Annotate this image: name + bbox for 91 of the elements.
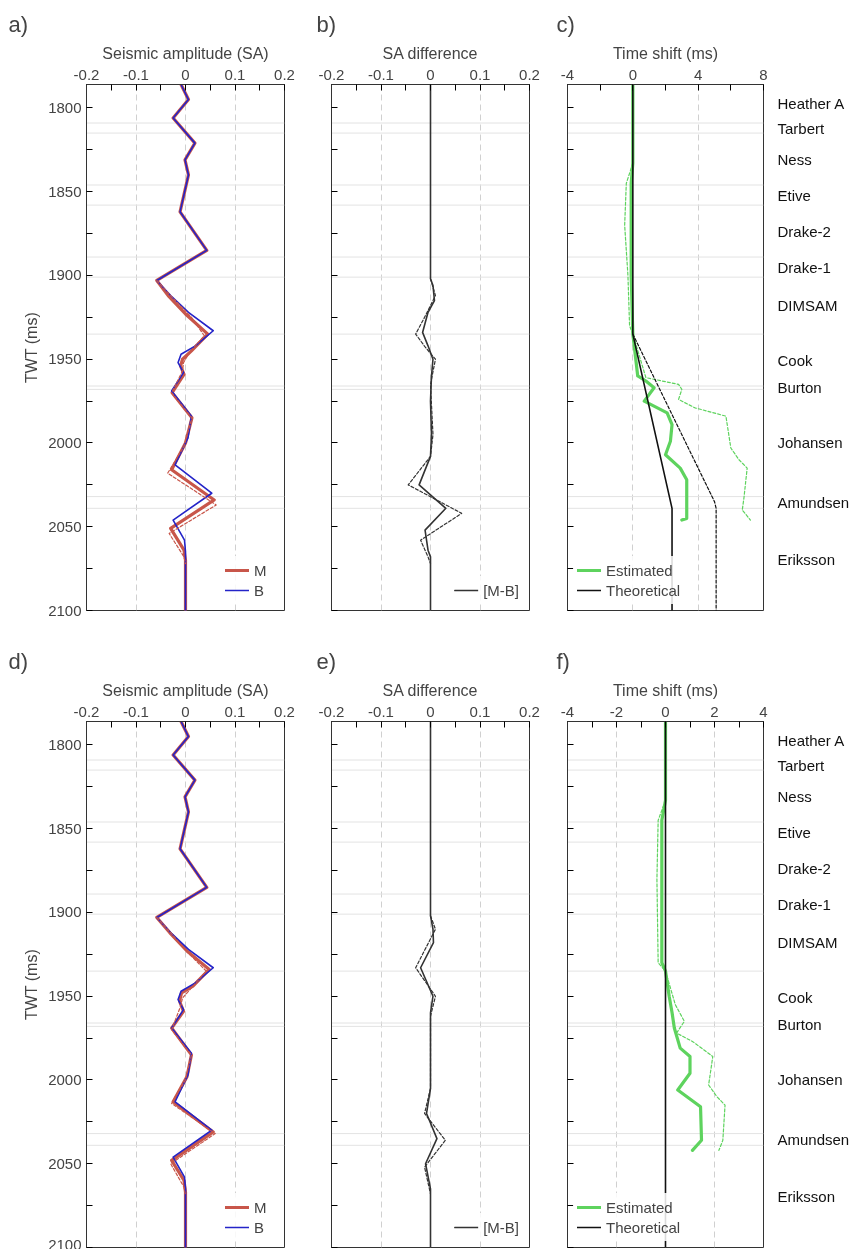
x-tick-label: 8	[759, 65, 768, 83]
x-axis-title: Time shift (ms)	[612, 44, 719, 62]
chart-title: c)	[556, 11, 575, 37]
y-tick-label: 1950	[48, 987, 82, 1005]
x-tick-label: 0	[181, 65, 190, 83]
x-tick-label: 0	[661, 702, 670, 720]
y-tick-label: 1850	[48, 182, 82, 200]
legend-label: B	[254, 581, 265, 599]
y-tick-label: 1900	[48, 266, 82, 284]
x-tick-label: -0.1	[368, 65, 394, 83]
text: Etive	[777, 186, 811, 204]
x-tick-label: 2	[710, 702, 719, 720]
text: Eriksson	[777, 550, 836, 568]
x-tick-label: -0.2	[73, 65, 100, 83]
text: Drake-1	[777, 895, 831, 913]
y-tick-label: 2100	[48, 1235, 82, 1249]
text: Drake-2	[777, 222, 831, 240]
text: Johansen	[777, 1071, 843, 1089]
x-tick-label: 0.1	[224, 702, 246, 720]
text: Tarbert	[777, 119, 826, 137]
x-tick-label: -0.1	[123, 702, 149, 720]
y-tick-label: 1800	[48, 98, 82, 116]
text: Heather A	[777, 732, 845, 750]
y-tick-label: 2050	[48, 1154, 82, 1172]
legend-label: Theoretical	[606, 1218, 681, 1236]
y-tick-label: 1950	[48, 350, 82, 368]
x-axis-title: Seismic amplitude (SA)	[102, 44, 269, 62]
text: DIMSAM	[777, 297, 838, 315]
y-tick-label: 1850	[48, 819, 82, 837]
x-tick-label: -4	[560, 65, 575, 83]
chart-title: e)	[316, 648, 337, 674]
x-tick-label: -2	[609, 702, 624, 720]
chart-title: a)	[8, 11, 29, 37]
text: Etive	[777, 823, 811, 841]
legend-label: Theoretical	[606, 581, 681, 599]
legend-label: [M-B]	[483, 1218, 519, 1236]
x-tick-label: 0.2	[519, 65, 540, 83]
x-tick-label: 0.2	[519, 702, 540, 720]
x-tick-label: 0	[181, 702, 190, 720]
y-tick-label: 2000	[48, 1070, 82, 1088]
legend-label: M	[254, 561, 268, 579]
legend-label: [M-B]	[483, 581, 519, 599]
x-axis-title: SA difference	[382, 681, 478, 699]
legend-label: M	[254, 1198, 268, 1216]
x-tick-label: 4	[759, 702, 768, 720]
text: Burton	[777, 379, 822, 397]
y-tick-label: 2100	[48, 601, 82, 619]
text: DIMSAM	[777, 934, 838, 952]
text: Cook	[777, 351, 814, 369]
x-tick-label: -0.2	[318, 65, 345, 83]
x-tick-label: -0.1	[368, 702, 394, 720]
text: Burton	[777, 1016, 822, 1034]
legend-label: B	[254, 1218, 265, 1236]
y-axis-title: TWT (ms)	[23, 949, 41, 1021]
x-axis-title: SA difference	[382, 44, 478, 62]
x-tick-label: 0.2	[274, 702, 295, 720]
y-tick-label: 1900	[48, 903, 82, 921]
text: Eriksson	[777, 1187, 836, 1205]
chart-title: d)	[8, 648, 29, 674]
text: Cook	[777, 988, 814, 1006]
x-tick-label: 0.1	[469, 65, 491, 83]
x-tick-label: -0.2	[318, 702, 345, 720]
y-tick-label: 2050	[48, 517, 82, 535]
x-tick-label: 0.2	[274, 65, 295, 83]
chart-title: b)	[316, 11, 337, 37]
text: Ness	[777, 150, 812, 168]
legend-label: Estimated	[606, 561, 673, 579]
text: Amundsen	[777, 1130, 850, 1148]
x-tick-label: -0.2	[73, 702, 100, 720]
x-tick-label: 0.1	[224, 65, 246, 83]
y-tick-label: 1800	[48, 735, 82, 753]
y-axis-title: TWT (ms)	[23, 312, 41, 384]
legend-label: Estimated	[606, 1198, 673, 1216]
chart-title: f)	[556, 648, 570, 674]
x-tick-label: 0.1	[469, 702, 491, 720]
text: Ness	[777, 787, 812, 805]
text: Heather A	[777, 95, 845, 113]
text: Johansen	[777, 434, 843, 452]
x-tick-label: 0	[628, 65, 638, 83]
text: Amundsen	[777, 493, 850, 511]
x-axis-title: Seismic amplitude (SA)	[102, 681, 269, 699]
x-axis-title: Time shift (ms)	[612, 681, 719, 699]
text: Drake-1	[777, 258, 831, 276]
x-tick-label: 4	[694, 65, 703, 83]
x-tick-label: -4	[560, 702, 575, 720]
x-tick-label: 0	[426, 65, 435, 83]
text: Drake-2	[777, 859, 831, 877]
x-tick-label: 0	[426, 702, 435, 720]
text: Tarbert	[777, 756, 826, 774]
x-tick-label: -0.1	[123, 65, 149, 83]
y-tick-label: 2000	[48, 433, 82, 451]
